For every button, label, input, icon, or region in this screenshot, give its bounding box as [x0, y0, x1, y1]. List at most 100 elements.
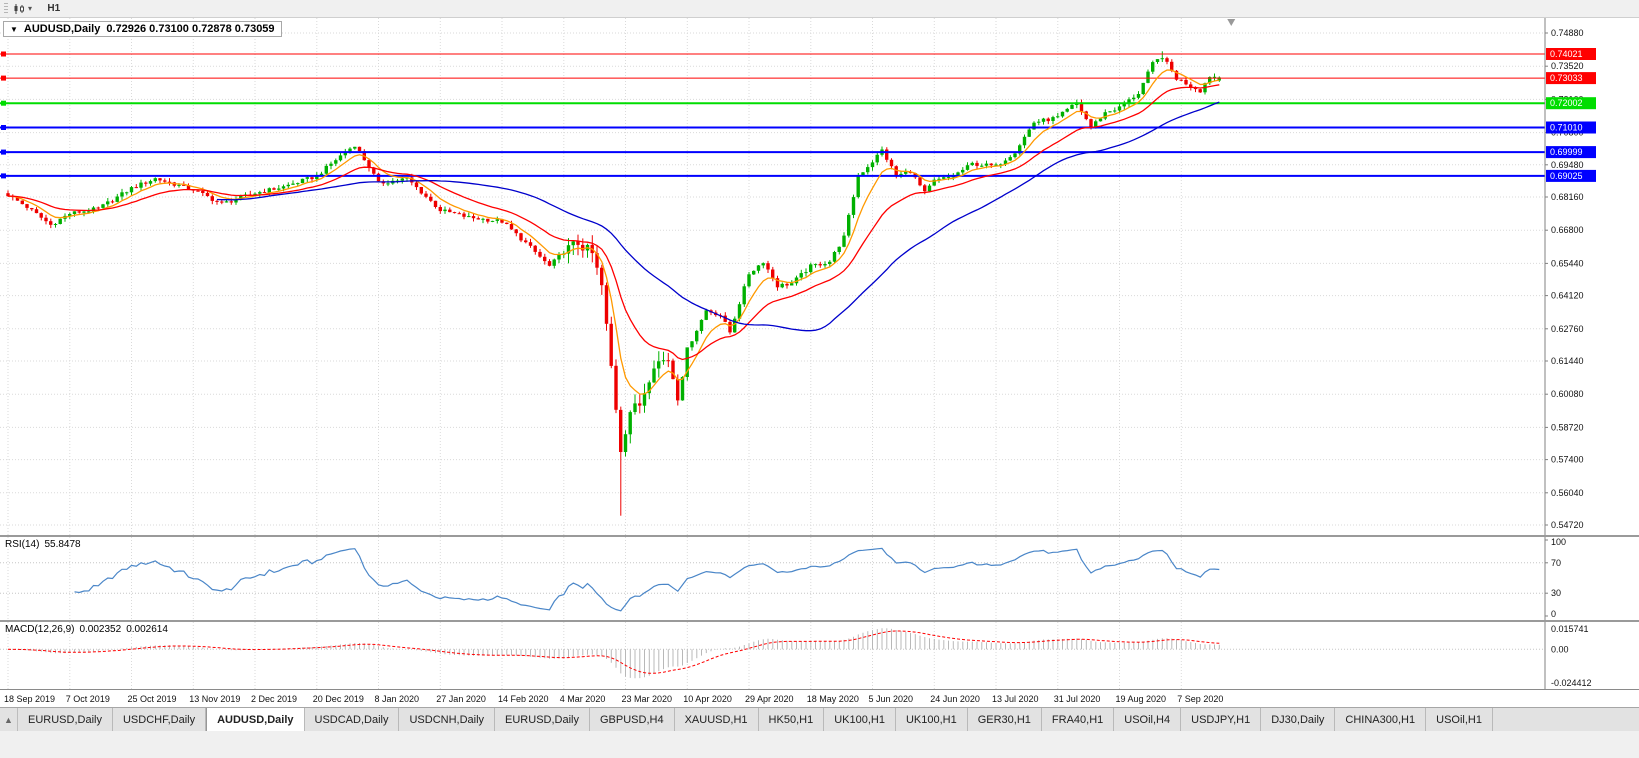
- macd-signal-value: 0.002614: [126, 624, 168, 635]
- price-chart-canvas[interactable]: 0.748800.735200.721600.708000.694800.681…: [0, 18, 1639, 535]
- panel-separator[interactable]: [0, 535, 1639, 537]
- svg-text:5 Jun 2020: 5 Jun 2020: [869, 694, 914, 704]
- tab-list-icon[interactable]: ▲: [0, 708, 18, 731]
- svg-text:23 Mar 2020: 23 Mar 2020: [622, 694, 673, 704]
- time-axis[interactable]: 18 Sep 2019 7 Oct 2019 25 Oct 2019 13 Nov 2…: [0, 689, 1639, 707]
- svg-text:0.58720: 0.58720: [1551, 422, 1584, 432]
- rsi-current-value: 55.8478: [44, 539, 81, 550]
- macd-histogram: [12, 628, 1220, 679]
- moving-average-lines: [7, 69, 1220, 395]
- svg-text:0: 0: [1551, 609, 1556, 619]
- chart-symbol-period-label: AUDUSD,Daily: [23, 23, 101, 35]
- svg-text:18 Sep 2019: 18 Sep 2019: [4, 694, 55, 704]
- candlestick-glyph: [14, 3, 24, 14]
- chart-tab-xauusd-h1[interactable]: XAUUSD,H1: [674, 708, 759, 731]
- svg-text:0.65440: 0.65440: [1551, 258, 1584, 268]
- candles: [6, 51, 1221, 516]
- svg-text:0.74880: 0.74880: [1551, 28, 1584, 38]
- rsi-canvas[interactable]: 100 70 30 0: [0, 537, 1639, 620]
- chart-tab-dj30-daily[interactable]: DJ30,Daily: [1261, 708, 1336, 731]
- chart-tab-audusd-daily[interactable]: AUDUSD,Daily: [206, 708, 305, 731]
- rsi-line: [74, 547, 1220, 612]
- svg-text:0.69999: 0.69999: [1550, 147, 1583, 157]
- svg-text:0.61440: 0.61440: [1551, 356, 1584, 366]
- svg-text:0.00: 0.00: [1551, 644, 1569, 654]
- svg-text:31 Jul 2020: 31 Jul 2020: [1054, 694, 1101, 704]
- svg-text:0.74021: 0.74021: [1550, 49, 1583, 59]
- dropdown-caret-icon[interactable]: ▾: [28, 4, 33, 13]
- chart-tab-ger30-h1[interactable]: GER30,H1: [967, 708, 1042, 731]
- svg-text:0.57400: 0.57400: [1551, 455, 1584, 465]
- chart-tab-usoil-h4[interactable]: USOil,H4: [1114, 708, 1182, 731]
- chart-tab-bar: ▲ EURUSD,Daily USDCHF,Daily AUDUSD,Daily US…: [0, 707, 1639, 731]
- svg-text:-0.024412: -0.024412: [1551, 678, 1592, 688]
- svg-text:29 Apr 2020: 29 Apr 2020: [745, 694, 794, 704]
- svg-text:18 May 2020: 18 May 2020: [807, 694, 859, 704]
- bottom-strip: [0, 731, 1639, 758]
- svg-text:8 Jan 2020: 8 Jan 2020: [375, 694, 420, 704]
- rsi-indicator-panel[interactable]: 100 70 30 0 RSI(14) 55.8478: [0, 537, 1639, 620]
- svg-text:30: 30: [1551, 588, 1561, 598]
- svg-text:0.71010: 0.71010: [1550, 123, 1583, 133]
- panel-separator[interactable]: [0, 620, 1639, 622]
- svg-text:0.015741: 0.015741: [1551, 624, 1589, 634]
- svg-text:2 Dec 2019: 2 Dec 2019: [251, 694, 297, 704]
- svg-text:100: 100: [1551, 537, 1566, 547]
- timeframe-toolbar: ▾ M1M5M15M30H1H4D1W1MN: [0, 0, 1639, 74]
- chart-tab-hk50-h1[interactable]: HK50,H1: [758, 708, 825, 731]
- svg-text:0.73520: 0.73520: [1551, 61, 1584, 71]
- macd-canvas[interactable]: 0.015741 0.00 -0.024412: [0, 622, 1639, 689]
- macd-main-value: 0.002352: [79, 624, 122, 635]
- chart-tab-china300-h1[interactable]: CHINA300,H1: [1335, 708, 1427, 731]
- chart-tab-usdcad-daily[interactable]: USDCAD,Daily: [304, 708, 400, 731]
- chart-tab-usoil-h1[interactable]: USOil,H1: [1426, 708, 1493, 731]
- macd-indicator-label: MACD(12,26,9) 0.002352 0.002614: [5, 624, 168, 635]
- grid-lines: [0, 18, 1545, 535]
- price-chart-panel[interactable]: 0.748800.735200.721600.708000.694800.681…: [0, 18, 1639, 535]
- macd-signal-line: [7, 630, 1220, 674]
- svg-text:0.72002: 0.72002: [1550, 98, 1583, 108]
- rsi-name: RSI(14): [5, 539, 40, 550]
- macd-name: MACD(12,26,9): [5, 624, 75, 635]
- timeframe-button-h1[interactable]: H1: [47, 3, 61, 14]
- svg-text:4 Mar 2020: 4 Mar 2020: [560, 694, 606, 704]
- chart-ohlc-values: 0.72926 0.73100 0.72878 0.73059: [106, 23, 275, 35]
- chart-shift-marker: [1227, 19, 1236, 26]
- chart-tab-usdcnh-daily[interactable]: USDCNH,Daily: [399, 708, 496, 731]
- svg-text:7 Sep 2020: 7 Sep 2020: [1177, 694, 1223, 704]
- svg-text:24 Jun 2020: 24 Jun 2020: [930, 694, 980, 704]
- price-scale[interactable]: 0.748800.735200.721600.708000.694800.681…: [1544, 18, 1596, 535]
- chart-tab-gbpusd-h4[interactable]: GBPUSD,H4: [590, 708, 675, 731]
- svg-text:19 Aug 2020: 19 Aug 2020: [1116, 694, 1167, 704]
- chart-tab-eurusd-daily[interactable]: EURUSD,Daily: [495, 708, 590, 731]
- svg-text:0.60080: 0.60080: [1551, 389, 1584, 399]
- chart-type-icon[interactable]: [12, 3, 26, 15]
- rsi-indicator-label: RSI(14) 55.8478: [5, 539, 81, 550]
- chart-title-box: ▼ AUDUSD,Daily 0.72926 0.73100 0.72878 0…: [3, 21, 282, 37]
- svg-text:0.69480: 0.69480: [1551, 160, 1584, 170]
- svg-text:70: 70: [1551, 558, 1561, 568]
- chart-tab-uk100-h1[interactable]: UK100,H1: [895, 708, 968, 731]
- svg-text:0.68160: 0.68160: [1551, 192, 1584, 202]
- svg-text:0.69025: 0.69025: [1550, 171, 1583, 181]
- macd-indicator-panel[interactable]: 0.015741 0.00 -0.024412 MACD(12,26,9) 0.00…: [0, 622, 1639, 689]
- svg-text:0.56040: 0.56040: [1551, 488, 1584, 498]
- svg-text:0.73033: 0.73033: [1550, 73, 1583, 83]
- svg-text:20 Dec 2019: 20 Dec 2019: [313, 694, 364, 704]
- svg-text:0.62760: 0.62760: [1551, 324, 1584, 334]
- svg-text:14 Feb 2020: 14 Feb 2020: [498, 694, 549, 704]
- svg-text:25 Oct 2019: 25 Oct 2019: [128, 694, 177, 704]
- time-axis-canvas: 18 Sep 2019 7 Oct 2019 25 Oct 2019 13 Nov 2…: [4, 694, 1223, 704]
- toolbar-grip[interactable]: [4, 2, 8, 15]
- chart-tab-uk100-h1[interactable]: UK100,H1: [824, 708, 896, 731]
- one-click-trading-toggle-icon[interactable]: ▼: [10, 24, 18, 34]
- chart-tab-eurusd-daily[interactable]: EURUSD,Daily: [18, 708, 113, 731]
- svg-text:0.66800: 0.66800: [1551, 225, 1584, 235]
- chart-tab-usdjpy-h1[interactable]: USDJPY,H1: [1181, 708, 1262, 731]
- svg-text:10 Apr 2020: 10 Apr 2020: [683, 694, 732, 704]
- chart-tab-usdchf-daily[interactable]: USDCHF,Daily: [112, 708, 207, 731]
- svg-text:0.64120: 0.64120: [1551, 291, 1584, 301]
- horizontal-level-lines[interactable]: [0, 51, 1545, 179]
- chart-tab-fra40-h1[interactable]: FRA40,H1: [1041, 708, 1115, 731]
